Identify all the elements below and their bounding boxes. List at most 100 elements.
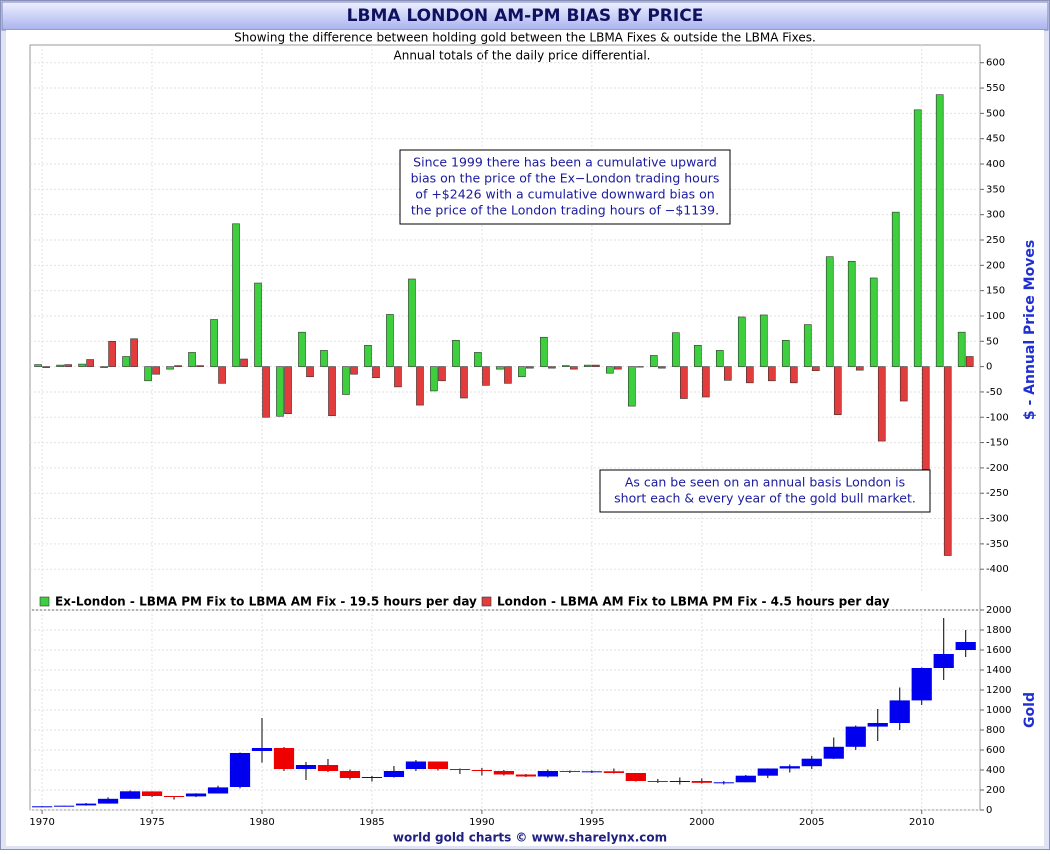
bar xyxy=(584,364,592,367)
bar xyxy=(899,366,908,402)
bar xyxy=(562,365,570,367)
annotation-box xyxy=(599,469,931,513)
bar xyxy=(394,366,402,388)
bar xyxy=(262,366,270,418)
y-tick-label: 500 xyxy=(986,108,1005,119)
x-tick-label: 2000 xyxy=(689,817,714,828)
subtitle: Annual totals of the daily price differe… xyxy=(394,49,651,63)
legend-swatch xyxy=(481,596,492,607)
bar xyxy=(122,356,130,367)
bar xyxy=(847,260,856,367)
bar xyxy=(218,366,226,384)
candle-body xyxy=(207,787,229,794)
bar xyxy=(320,350,328,367)
bar xyxy=(935,94,944,367)
candle-body xyxy=(361,777,383,778)
bar xyxy=(56,364,64,367)
y-tick-label: 50 xyxy=(986,336,999,347)
candle-body xyxy=(75,803,97,806)
bar xyxy=(210,319,218,367)
bar xyxy=(957,331,966,367)
candle-body xyxy=(823,746,844,759)
y-tick-label: 0 xyxy=(986,805,992,816)
candle-body xyxy=(31,806,53,808)
bar xyxy=(636,366,644,368)
y-tick-label: 1400 xyxy=(986,665,1011,676)
candle-body xyxy=(933,654,954,668)
bar xyxy=(232,223,240,367)
candle-body xyxy=(449,769,471,770)
bar xyxy=(86,359,94,367)
bar xyxy=(174,365,182,367)
bar xyxy=(306,366,314,378)
bar xyxy=(130,338,138,367)
y-axis-title: Gold xyxy=(1022,692,1038,728)
bar xyxy=(680,366,688,399)
candle-body xyxy=(691,781,712,783)
bar xyxy=(825,256,834,367)
y-tick-label: 1600 xyxy=(986,645,1011,656)
candle-body xyxy=(163,796,185,797)
candle-body xyxy=(603,771,624,773)
bar xyxy=(254,282,262,367)
bar xyxy=(592,364,600,367)
bar xyxy=(833,366,842,416)
candle-body xyxy=(559,771,580,772)
y-tick-label: 100 xyxy=(986,311,1005,322)
y-tick-label: 0 xyxy=(986,362,992,373)
bar xyxy=(921,366,930,470)
bar xyxy=(34,364,42,367)
annotation: of +$2426 with a cumulative downward bia… xyxy=(415,187,714,202)
annotation: bias on the price of the Ex−London tradi… xyxy=(411,171,720,186)
bar xyxy=(196,365,204,367)
candle-body xyxy=(185,793,207,797)
bar xyxy=(526,366,534,369)
y-tick-label: 250 xyxy=(986,235,1005,246)
candle-body xyxy=(471,770,493,771)
candle-body xyxy=(229,753,251,787)
bar xyxy=(943,366,952,556)
bar xyxy=(188,352,196,367)
y-tick-label: 800 xyxy=(986,725,1005,736)
y-tick-label: -350 xyxy=(986,539,1009,550)
chart-title: LBMA LONDON AM-PM BIAS BY PRICE xyxy=(347,6,704,26)
bar xyxy=(781,339,790,367)
candle-body xyxy=(97,798,119,804)
bar xyxy=(767,366,776,382)
bar xyxy=(693,345,702,367)
y-tick-label: -200 xyxy=(986,463,1009,474)
y-tick-label: -150 xyxy=(986,438,1009,449)
candle-body xyxy=(493,771,515,775)
bar xyxy=(166,366,174,370)
candle-body xyxy=(845,726,866,747)
candle-body xyxy=(647,781,668,782)
bar xyxy=(811,366,820,371)
bar xyxy=(628,366,636,407)
bar xyxy=(152,366,160,375)
bar xyxy=(430,366,438,392)
bar xyxy=(614,366,622,370)
x-tick-label: 1995 xyxy=(579,817,604,828)
grid-layer xyxy=(30,45,980,811)
bar xyxy=(144,366,152,382)
bar xyxy=(42,366,50,368)
bar xyxy=(452,339,460,367)
annotation: short each & every year of the gold bull… xyxy=(614,491,916,506)
bar xyxy=(372,366,380,379)
y-axis-title: $ - Annual Price Moves xyxy=(1022,240,1038,420)
bar xyxy=(724,366,732,381)
bar xyxy=(482,366,490,386)
bar xyxy=(276,366,284,417)
candle-body xyxy=(779,766,800,769)
bar xyxy=(789,366,798,384)
x-tick-label: 1970 xyxy=(29,817,54,828)
candle-body xyxy=(955,642,976,650)
y-tick-label: 2000 xyxy=(986,605,1011,616)
y-tick-label: -300 xyxy=(986,514,1009,525)
plot-frame xyxy=(29,44,981,811)
legend-label: London - LBMA AM Fix to LBMA PM Fix - 4.… xyxy=(497,595,890,609)
y-tick-label: 300 xyxy=(986,210,1005,221)
candle-body xyxy=(383,771,405,777)
bar xyxy=(658,366,666,369)
